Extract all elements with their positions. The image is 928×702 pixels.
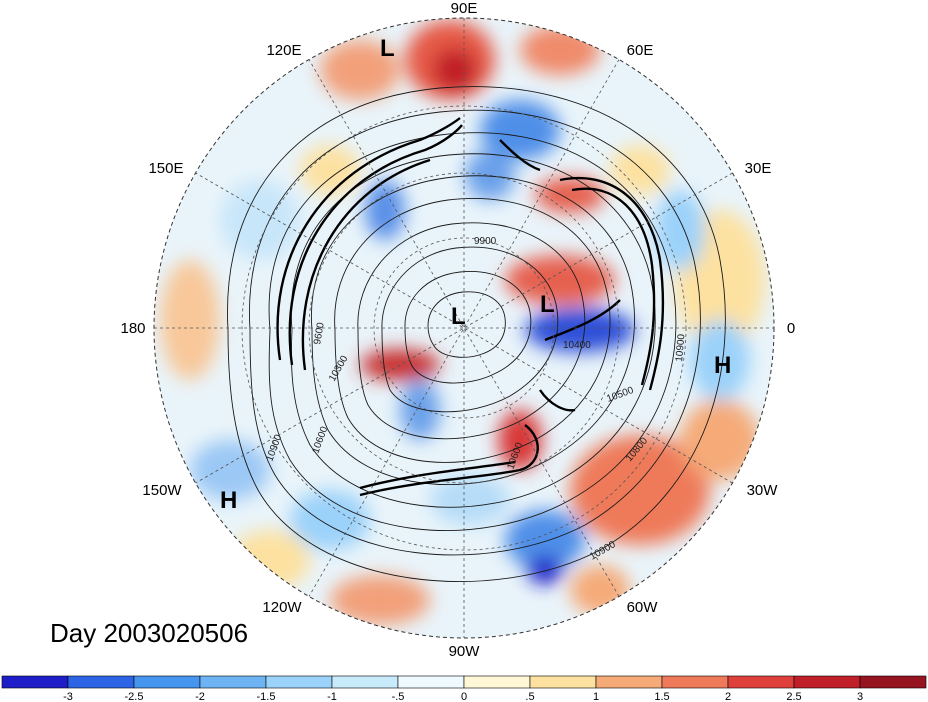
colorbar-swatch [265, 675, 333, 689]
colorbar-tick-label: -3 [63, 691, 73, 702]
map-boundary [153, 17, 775, 639]
colorbar-swatch [793, 675, 861, 689]
longitude-label-30e: 30E [745, 160, 772, 177]
longitude-label-180: 180 [120, 320, 145, 337]
longitude-label-60w: 60W [627, 599, 659, 616]
contour-label: 10900 [674, 333, 687, 362]
height-contours [227, 86, 726, 583]
colorbar-swatch [595, 675, 663, 689]
colorbar-tick-label: 2.5 [786, 691, 801, 702]
colorbar-tick-label: -2 [195, 691, 205, 702]
contour-label: 10400 [563, 340, 591, 351]
pressure-center-high: H [220, 487, 237, 514]
colorbar-tick-label: -.5 [392, 691, 405, 702]
longitude-label-60e: 60E [627, 42, 654, 59]
colorbar-swatch [1, 675, 69, 689]
longitude-label-120e: 120E [266, 42, 301, 59]
contour-label: 9600 [312, 321, 327, 345]
longitude-label-150w: 150W [142, 482, 182, 499]
colorbar-tick-label: .5 [525, 691, 534, 702]
anomaly-shading [160, 20, 765, 625]
map-title: Day 2003020506 [50, 618, 249, 648]
colorbar-tick-label: 1 [593, 691, 599, 702]
pressure-center-low: L [380, 35, 395, 62]
longitude-label-150e: 150E [148, 160, 183, 177]
colorbar-swatch [727, 675, 795, 689]
colorbar-swatch [67, 675, 135, 689]
colorbar-tick-label: -1 [327, 691, 337, 702]
colorbar-swatch [661, 675, 729, 689]
colorbar: -3 -2.5 -2 -1.5 -1 -.5 0 .5 1 1.5 2 2.5 3 [1, 675, 927, 702]
longitude-label-90e: 90E [451, 0, 478, 17]
colorbar-swatch [463, 675, 531, 689]
colorbar-swatch [199, 675, 267, 689]
colorbar-tick-label: 1.5 [654, 691, 669, 702]
pressure-center-low: L [451, 303, 466, 330]
colorbar-tick-label: 0 [461, 691, 467, 702]
longitude-label-120w: 120W [262, 599, 302, 616]
map-disc: L L L H H 9900 10400 10300 10600 10500 1… [154, 18, 774, 638]
colorbar-tick-label: 2 [725, 691, 731, 702]
colorbar-swatch [859, 675, 927, 689]
colorbar-tick-label: -2.5 [125, 691, 144, 702]
longitude-label-30w: 30W [747, 482, 779, 499]
graticule [154, 18, 774, 638]
colorbar-swatch [529, 675, 597, 689]
colorbar-tick-label: -1.5 [257, 691, 276, 702]
colorbar-tick-label: 3 [857, 691, 863, 702]
pressure-center-low: L [540, 291, 555, 318]
colorbar-swatch [133, 675, 201, 689]
contour-label: 9900 [474, 236, 497, 247]
longitude-label-0: 0 [787, 320, 795, 337]
longitude-label-90w: 90W [449, 643, 481, 660]
colorbar-swatch [331, 675, 399, 689]
jet-streams [276, 117, 665, 497]
pressure-center-high: H [714, 352, 731, 379]
colorbar-swatch [397, 675, 465, 689]
